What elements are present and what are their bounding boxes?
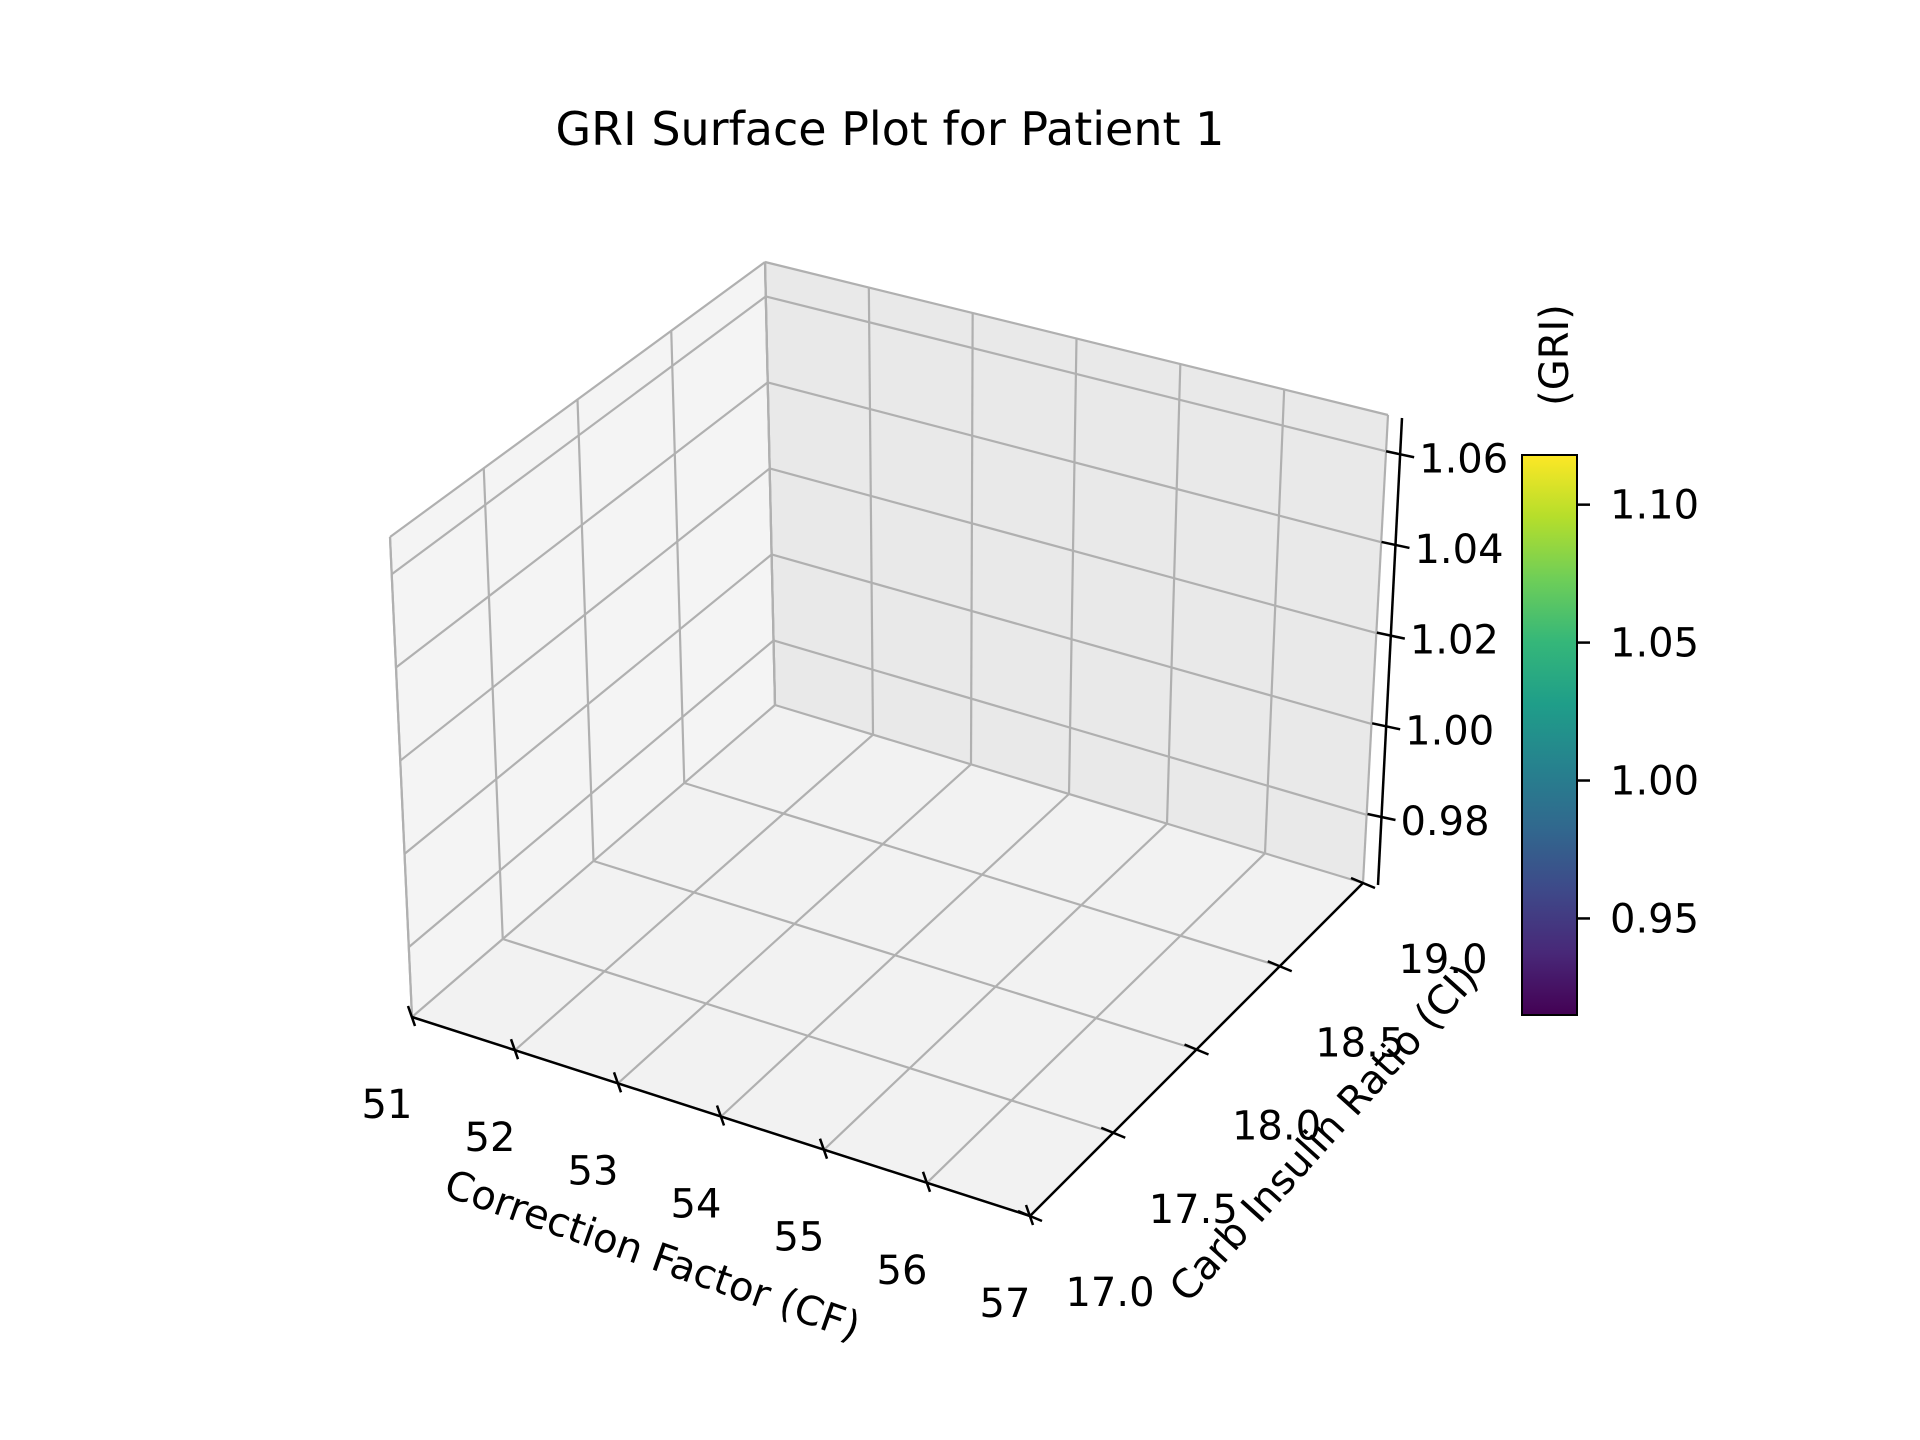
y-tick-label: 17.0 [1065, 1270, 1154, 1316]
colorbar-tick-label: 1.05 [1610, 621, 1699, 667]
x-tick-labels: 51 52 53 54 55 56 57 [362, 1082, 1031, 1327]
z-tick-labels: 0.98 1.00 1.02 1.04 1.06 [1400, 436, 1508, 845]
grid-lines [388, 260, 1390, 1218]
z-tick-mark [1385, 450, 1415, 459]
y-grid-wall-line [670, 330, 686, 784]
x-grid-wall-line [1263, 389, 1286, 854]
x-tick-mark [509, 1038, 520, 1060]
x-tick-mark [406, 1005, 417, 1027]
box-edge-back-corner [763, 261, 777, 706]
colorbar-gradient [1521, 454, 1578, 1016]
z-tick-label: 1.00 [1405, 708, 1494, 754]
z-tick-label: 1.02 [1410, 618, 1499, 664]
x-tick-mark [715, 1105, 726, 1126]
x-tick-label: 55 [774, 1215, 825, 1261]
colorbar: 0.95 1.00 1.05 1.10 (GRI) [1521, 304, 1699, 1016]
y-tick-label: 18.5 [1315, 1020, 1404, 1066]
x-tick-mark [818, 1138, 829, 1160]
x-tick-label: 57 [980, 1281, 1031, 1327]
z-tick-mark [1371, 722, 1401, 731]
x-tick-label: 56 [877, 1248, 928, 1294]
colorbar-tick-label: 1.00 [1610, 759, 1699, 805]
z-grid-side-line [399, 467, 771, 762]
y-tick-labels: 17.0 17.5 18.0 18.5 19.0 [1065, 937, 1487, 1316]
z-tick-mark [1381, 540, 1410, 550]
y-tick-label: 19.0 [1398, 937, 1487, 983]
z-tick-label: 1.06 [1419, 436, 1508, 482]
y-tick-mark [1017, 1209, 1043, 1223]
z-grid-back-line [771, 553, 1372, 726]
colorbar-tick-label: 1.10 [1610, 483, 1699, 529]
x-tick-label: 54 [671, 1182, 722, 1228]
z-grid-side-line [408, 639, 775, 948]
z-tick-label: 0.98 [1400, 799, 1489, 845]
x-grid-wall-line [1067, 338, 1078, 795]
z-grid-back-line [769, 467, 1377, 635]
x-tick-label: 51 [362, 1082, 413, 1128]
box-edge-front-left [388, 536, 414, 1018]
x-tick-mark [612, 1071, 623, 1093]
y-grid-wall-line [576, 399, 595, 862]
floor-pane [412, 705, 1363, 1216]
x-grid-wall-line [1361, 414, 1390, 884]
x-tick-mark [921, 1171, 932, 1193]
back-pane [765, 262, 1388, 883]
z-grid-back-line [765, 295, 1387, 453]
y-grid-floor-line [502, 937, 1114, 1134]
z-grid-side-line [391, 295, 767, 576]
x-grid-wall-line [867, 287, 875, 735]
x-tick-label: 52 [465, 1115, 516, 1161]
colorbar-ticks: 0.95 1.00 1.05 1.10 [1577, 483, 1699, 942]
box-edge-top-side [389, 261, 766, 538]
chart-title: GRI Surface Plot for Patient 1 [556, 102, 1225, 156]
y-grid-floor-line [683, 781, 1281, 968]
z-grid-side-line [403, 553, 773, 855]
z-tick-label: 1.04 [1414, 527, 1503, 573]
z-axis-line [1376, 417, 1404, 886]
y-grid-wall-line [482, 468, 504, 940]
y-tick-mark [1267, 960, 1293, 973]
z-tick-mark [1367, 812, 1396, 822]
box-edge-top-back [764, 260, 1389, 417]
colorbar-label: (GRI) [1532, 304, 1578, 406]
y-tick-mark [1350, 876, 1376, 890]
y-tick-mark [1184, 1043, 1209, 1056]
x-tick-label: 53 [568, 1148, 619, 1194]
x-grid-wall-line [969, 312, 974, 765]
colorbar-tick-label: 0.95 [1610, 896, 1699, 942]
y-tick-mark [1100, 1126, 1126, 1139]
z-grid-back-line [767, 381, 1382, 544]
z-grid-side-line [395, 381, 769, 669]
y-grid-floor-line [593, 859, 1197, 1051]
tick-marks [406, 450, 1415, 1226]
x-grid-wall-line [1165, 363, 1182, 824]
z-tick-mark [1376, 631, 1406, 640]
y-grid-floor-line [774, 703, 1364, 885]
z-grid-back-line [773, 639, 1367, 816]
y-tick-label: 17.5 [1149, 1187, 1238, 1233]
y-tick-label: 18.0 [1232, 1104, 1321, 1150]
